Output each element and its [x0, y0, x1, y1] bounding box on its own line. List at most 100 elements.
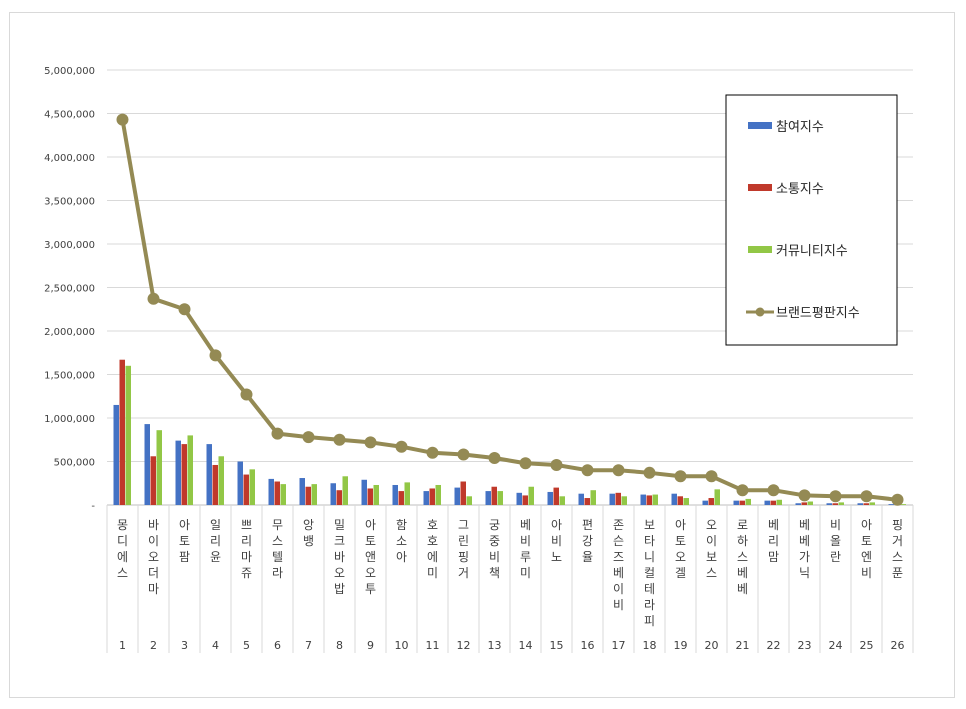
y-tick-label: 2,500,000 — [44, 284, 95, 295]
rank-label: 21 — [736, 639, 750, 652]
legend-label: 커뮤니티지수 — [776, 244, 848, 259]
line-point — [178, 303, 191, 316]
bar — [547, 491, 553, 505]
bar — [900, 504, 906, 505]
bars — [113, 359, 906, 505]
y-tick-label: 4,500,000 — [44, 110, 95, 121]
bar — [404, 482, 410, 505]
legend-swatch — [748, 246, 772, 253]
rank-label: 15 — [550, 639, 564, 652]
line-point — [581, 464, 594, 477]
legend-label: 소통지수 — [776, 182, 824, 197]
line-point — [643, 466, 656, 479]
line-point — [829, 490, 842, 503]
rank-label: 1 — [119, 639, 126, 652]
line-point — [240, 388, 253, 401]
bar — [311, 484, 317, 505]
line-point — [550, 458, 563, 471]
bar — [776, 499, 782, 505]
rank-label: 22 — [767, 639, 781, 652]
line-point — [364, 436, 377, 449]
bar — [832, 503, 838, 505]
y-tick-label: - — [91, 501, 95, 512]
bar — [305, 486, 311, 505]
bar — [652, 494, 658, 505]
bar — [423, 491, 429, 505]
bar — [491, 486, 497, 505]
rank-label: 23 — [798, 639, 812, 652]
bar — [745, 498, 751, 505]
bar — [733, 500, 739, 505]
bar — [466, 496, 472, 505]
bar — [671, 493, 677, 505]
bar — [249, 469, 255, 505]
rank-label: 24 — [829, 639, 843, 652]
bar — [497, 491, 503, 505]
bar — [435, 484, 441, 505]
rank-label: 12 — [457, 639, 471, 652]
legend-marker — [755, 307, 765, 317]
bar — [392, 484, 398, 505]
bar — [869, 502, 875, 505]
rank-label: 14 — [519, 639, 533, 652]
line-point — [860, 490, 873, 503]
y-tick-label: 1,500,000 — [44, 371, 95, 382]
bar — [144, 424, 150, 505]
rank-label: 19 — [674, 639, 688, 652]
bar — [708, 498, 714, 505]
line-point — [736, 484, 749, 497]
rank-label: 8 — [336, 639, 343, 652]
bar — [528, 486, 534, 505]
bar — [838, 502, 844, 505]
bar — [826, 503, 832, 505]
legend-box — [725, 94, 898, 346]
bar — [212, 464, 218, 505]
bar — [280, 484, 286, 505]
rank-label: 13 — [488, 639, 502, 652]
rank-label: 20 — [705, 639, 719, 652]
bar — [243, 474, 249, 505]
bar — [336, 490, 342, 505]
rank-label: 10 — [395, 639, 409, 652]
rank-label: 5 — [243, 639, 250, 652]
bar — [857, 503, 863, 505]
bar — [274, 481, 280, 505]
y-tick-label: 5,000,000 — [44, 66, 95, 77]
bar — [150, 456, 156, 505]
line-point — [116, 113, 129, 126]
line-point — [767, 484, 780, 497]
rank-label: 18 — [643, 639, 657, 652]
bar — [113, 404, 119, 505]
rank-label: 26 — [891, 639, 905, 652]
rank-label: 17 — [612, 639, 626, 652]
bar — [584, 498, 590, 505]
bar — [206, 444, 212, 505]
rank-label: 2 — [150, 639, 157, 652]
rank-label: 3 — [181, 639, 188, 652]
bar — [330, 483, 336, 505]
line-point — [891, 493, 904, 506]
bar — [119, 359, 125, 505]
bar — [268, 478, 274, 505]
bar — [621, 496, 627, 505]
line-point — [612, 464, 625, 477]
bar — [361, 479, 367, 505]
bar — [702, 500, 708, 505]
bar — [187, 435, 193, 505]
bar — [429, 488, 435, 505]
y-tick-label: 500,000 — [54, 458, 95, 469]
bar — [609, 493, 615, 505]
